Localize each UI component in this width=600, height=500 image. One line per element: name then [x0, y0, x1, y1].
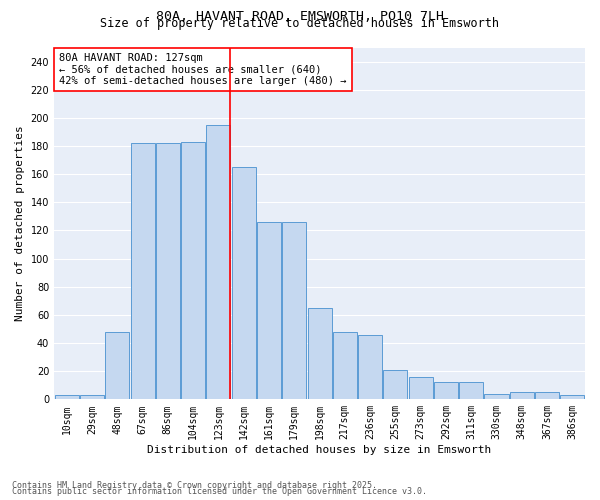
Bar	[80, 395, 104, 400]
Bar	[484, 394, 509, 400]
Bar	[535, 392, 559, 400]
Bar	[156, 143, 180, 400]
Bar	[409, 377, 433, 400]
Bar	[232, 167, 256, 400]
Bar	[459, 382, 483, 400]
Bar	[257, 222, 281, 400]
Text: 80A, HAVANT ROAD, EMSWORTH, PO10 7LH: 80A, HAVANT ROAD, EMSWORTH, PO10 7LH	[156, 10, 444, 23]
Bar	[206, 125, 230, 400]
X-axis label: Distribution of detached houses by size in Emsworth: Distribution of detached houses by size …	[148, 445, 491, 455]
Bar	[358, 334, 382, 400]
Y-axis label: Number of detached properties: Number of detached properties	[15, 126, 25, 322]
Bar	[510, 392, 534, 400]
Bar	[131, 143, 155, 400]
Bar	[55, 395, 79, 400]
Bar	[434, 382, 458, 400]
Bar	[333, 332, 357, 400]
Bar	[105, 332, 129, 400]
Text: Contains HM Land Registry data © Crown copyright and database right 2025.: Contains HM Land Registry data © Crown c…	[12, 481, 377, 490]
Bar	[282, 222, 306, 400]
Text: 80A HAVANT ROAD: 127sqm
← 56% of detached houses are smaller (640)
42% of semi-d: 80A HAVANT ROAD: 127sqm ← 56% of detache…	[59, 53, 347, 86]
Text: Size of property relative to detached houses in Emsworth: Size of property relative to detached ho…	[101, 18, 499, 30]
Bar	[383, 370, 407, 400]
Bar	[308, 308, 332, 400]
Bar	[181, 142, 205, 400]
Text: Contains public sector information licensed under the Open Government Licence v3: Contains public sector information licen…	[12, 487, 427, 496]
Bar	[560, 395, 584, 400]
